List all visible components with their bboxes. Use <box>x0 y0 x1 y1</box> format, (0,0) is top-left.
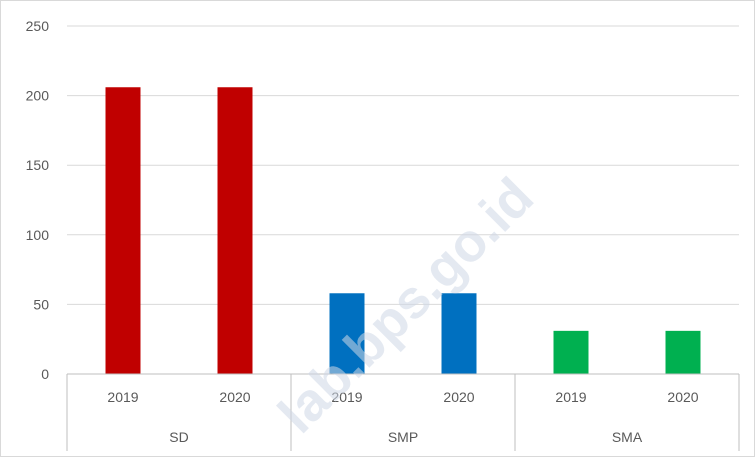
bar-smp-2020 <box>441 293 477 374</box>
x-tick-label: 2019 <box>107 389 138 405</box>
x-tick-label: 2019 <box>331 389 362 405</box>
y-tick-label: 250 <box>26 18 50 34</box>
labels: 0 50 100 150 200 250 2019 2020 SD 2019 2020 SMP 2019… <box>26 18 699 445</box>
x-tick-label: 2020 <box>667 389 698 405</box>
y-tick-label: 50 <box>33 296 49 312</box>
bars <box>105 87 701 375</box>
x-tick-label: 2020 <box>219 389 250 405</box>
bar-smp-2019 <box>329 293 365 374</box>
group-label-sma: SMA <box>612 429 643 445</box>
watermark-text: lab.bps.go.id <box>267 167 545 445</box>
bar-sma-2020 <box>665 330 701 374</box>
y-tick-label: 100 <box>26 227 50 243</box>
y-tick-label: 200 <box>26 88 50 104</box>
group-label-smp: SMP <box>388 429 418 445</box>
y-tick-label: 0 <box>41 366 49 382</box>
y-tick-label: 150 <box>26 157 50 173</box>
x-tick-label: 2020 <box>443 389 474 405</box>
bar-sd-2020 <box>217 87 253 375</box>
gridlines <box>67 25 739 305</box>
x-tick-label: 2019 <box>555 389 586 405</box>
group-label-sd: SD <box>169 429 188 445</box>
bar-sd-2019 <box>105 87 141 375</box>
axes <box>66 373 740 451</box>
bar-sma-2019 <box>553 330 589 374</box>
